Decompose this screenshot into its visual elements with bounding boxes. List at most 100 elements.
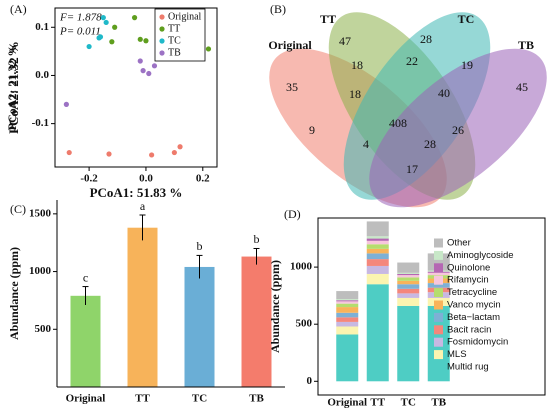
panel-label: (A) bbox=[10, 2, 27, 16]
venn-count: 22 bbox=[406, 54, 418, 68]
panel-label: (B) bbox=[270, 2, 286, 16]
bar-segment bbox=[427, 283, 450, 288]
venn-set-label: TB bbox=[518, 38, 534, 52]
legend-swatch bbox=[434, 250, 443, 260]
bar-segment bbox=[366, 236, 389, 239]
bar-segment bbox=[397, 262, 420, 273]
point bbox=[177, 144, 183, 150]
legend-label: Bacit racin bbox=[447, 324, 491, 335]
y-axis-label: PCoA2: 21.32 % bbox=[6, 41, 21, 134]
bar-segment bbox=[366, 284, 389, 382]
venn-count: 40 bbox=[438, 86, 450, 100]
legend-swatch bbox=[434, 238, 443, 248]
bar-segment bbox=[397, 288, 420, 294]
venn-count: 35 bbox=[286, 80, 298, 94]
bar-segment bbox=[336, 312, 359, 318]
bar bbox=[70, 295, 101, 387]
venn-count: 26 bbox=[452, 123, 464, 137]
bar-segment bbox=[397, 272, 420, 274]
legend-label: Tetracycline bbox=[447, 287, 497, 298]
x-tick-label: TT bbox=[370, 397, 385, 409]
bar-segment bbox=[397, 293, 420, 298]
legend-swatch bbox=[434, 288, 443, 298]
legend-swatch bbox=[434, 312, 443, 322]
plot-frame bbox=[54, 7, 218, 168]
bar-segment bbox=[366, 244, 389, 249]
bar-segment bbox=[427, 253, 450, 271]
point bbox=[205, 46, 212, 52]
x-tick-label: 0.2 bbox=[196, 173, 210, 185]
legend-swatch bbox=[434, 300, 443, 310]
bar-segment bbox=[336, 301, 359, 304]
bar-segment bbox=[397, 284, 420, 289]
bar-segment bbox=[366, 273, 389, 285]
bar bbox=[241, 256, 272, 387]
bar-segment bbox=[366, 221, 389, 237]
legend-swatch bbox=[434, 275, 443, 285]
venn-count: 28 bbox=[420, 32, 432, 46]
point bbox=[112, 24, 118, 30]
venn-count: 45 bbox=[516, 80, 528, 94]
bar-segment bbox=[397, 280, 420, 285]
bar-segment bbox=[336, 334, 359, 382]
point bbox=[63, 101, 69, 107]
annotation: P= 0.011 bbox=[59, 26, 101, 38]
y-axis-label: PCoA2: 21.32 % bbox=[5, 45, 19, 131]
legend-label: Multid rug bbox=[447, 362, 489, 373]
y-axis-label: Abundance (ppm) bbox=[268, 260, 282, 353]
x-tick-label: Original bbox=[327, 397, 367, 409]
bar-segment bbox=[336, 321, 359, 327]
bar-segment bbox=[397, 297, 420, 306]
point bbox=[103, 19, 109, 26]
x-tick-label: Original bbox=[66, 393, 106, 405]
x-tick-label: TC bbox=[192, 393, 207, 405]
legend-label: MLS bbox=[447, 349, 467, 360]
bar-segment bbox=[336, 326, 359, 335]
y-tick-label: 1500 bbox=[29, 207, 52, 219]
venn-set-label: TC bbox=[458, 12, 475, 26]
legend-label: Original bbox=[168, 11, 202, 22]
legend-label: TC bbox=[168, 35, 181, 46]
bar-segment bbox=[397, 305, 420, 382]
annotation: F= 1.878 bbox=[59, 12, 102, 24]
legend-swatch bbox=[434, 325, 443, 335]
bar-segment bbox=[336, 303, 359, 308]
y-tick-label: 500 bbox=[296, 318, 313, 330]
point bbox=[149, 152, 155, 158]
bar-segment bbox=[366, 259, 389, 266]
bar-segment bbox=[397, 277, 420, 281]
x-tick-label: TT bbox=[135, 393, 150, 405]
point bbox=[137, 58, 143, 64]
venn-count: 9 bbox=[309, 123, 315, 137]
point bbox=[100, 15, 106, 21]
panel-label: (D) bbox=[284, 207, 301, 221]
point bbox=[131, 15, 138, 21]
bar bbox=[184, 266, 215, 387]
venn-count: 18 bbox=[351, 58, 363, 72]
y-tick-label: 1000 bbox=[290, 261, 313, 273]
point bbox=[137, 36, 143, 42]
bar-segment bbox=[397, 273, 420, 276]
point bbox=[106, 151, 112, 157]
legend-swatch bbox=[434, 337, 443, 347]
x-tick-label: TB bbox=[431, 397, 446, 409]
bar-segment bbox=[366, 248, 389, 254]
x-tick-label: TB bbox=[249, 393, 264, 405]
significance-letter: b bbox=[254, 232, 260, 246]
point bbox=[66, 149, 72, 156]
legend-label: Beta−lactam bbox=[447, 312, 500, 323]
point bbox=[140, 68, 146, 74]
point bbox=[109, 39, 115, 45]
legend-label: TB bbox=[168, 47, 181, 58]
point bbox=[151, 63, 158, 69]
venn-set-label: TT bbox=[320, 12, 336, 26]
bar-segment bbox=[336, 307, 359, 313]
y-axis-label: Abundance (ppm) bbox=[7, 247, 21, 340]
plot-frame bbox=[317, 217, 546, 396]
x-tick-label: -0.2 bbox=[80, 173, 98, 185]
legend-label: TT bbox=[168, 23, 180, 34]
x-tick-label: TC bbox=[401, 397, 416, 409]
legend-label: Vanco mycin bbox=[447, 300, 501, 311]
legend-marker bbox=[159, 50, 165, 56]
